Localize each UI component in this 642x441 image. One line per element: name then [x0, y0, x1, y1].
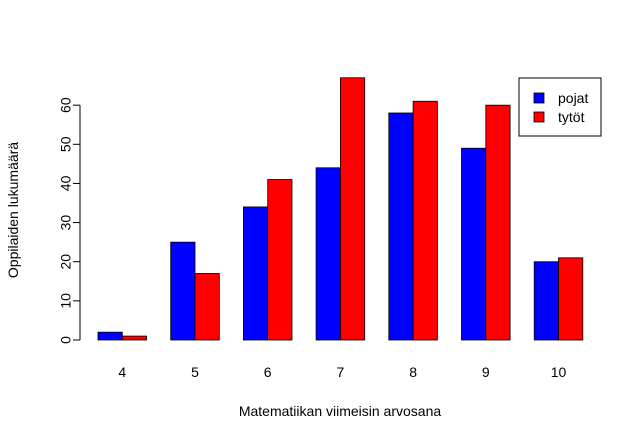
- x-tick-label: 6: [264, 364, 272, 380]
- x-tick-label: 9: [482, 364, 490, 380]
- x-tick-label: 4: [118, 364, 126, 380]
- x-tick-label: 5: [191, 364, 199, 380]
- bar-pojat-6: [242, 206, 269, 341]
- x-tick-label: 10: [551, 364, 567, 380]
- y-tick-label: 60: [58, 97, 74, 113]
- y-axis: 0 10 20 30 40 50 60: [58, 97, 81, 344]
- bar-pojat-7: [315, 167, 341, 341]
- bar-tytöt-7: [339, 77, 366, 341]
- x-axis-label: Matematiikan viimeisin arvosana: [239, 403, 442, 419]
- bar-pojat-8: [388, 112, 414, 341]
- bar-pojat-4: [97, 331, 123, 341]
- legend-box: [518, 77, 602, 137]
- bar-pojat-9: [461, 147, 487, 341]
- y-axis-label: Oppilaiden lukumäärä: [5, 142, 21, 278]
- bar-pojat-5: [170, 241, 196, 341]
- y-tick-label: 10: [58, 293, 74, 309]
- x-axis-tick-labels: 4 5 6 7 8 9 10: [118, 364, 566, 380]
- legend-swatch-tytot: [533, 111, 545, 123]
- y-tick-label: 50: [58, 136, 74, 152]
- legend-label-tytot: tytöt: [558, 109, 585, 125]
- bar-pojat-10: [533, 261, 559, 341]
- bars: [97, 77, 584, 341]
- bar-tytöt-9: [485, 104, 511, 341]
- legend-swatch-pojat: [533, 92, 545, 104]
- x-tick-label: 8: [409, 364, 417, 380]
- y-tick-label: 20: [58, 254, 74, 270]
- bar-tytöt-5: [194, 273, 220, 341]
- bar-tytöt-4: [121, 335, 148, 341]
- legend-label-pojat: pojat: [558, 90, 588, 106]
- legend: pojat tytöt: [518, 77, 602, 137]
- y-tick-label: 0: [58, 336, 74, 344]
- y-tick-label: 30: [58, 215, 74, 231]
- bar-tytöt-8: [412, 100, 438, 341]
- bar-tytöt-10: [558, 257, 584, 341]
- x-tick-label: 7: [337, 364, 345, 380]
- y-tick-label: 40: [58, 175, 74, 191]
- bar-tytöt-6: [267, 179, 293, 341]
